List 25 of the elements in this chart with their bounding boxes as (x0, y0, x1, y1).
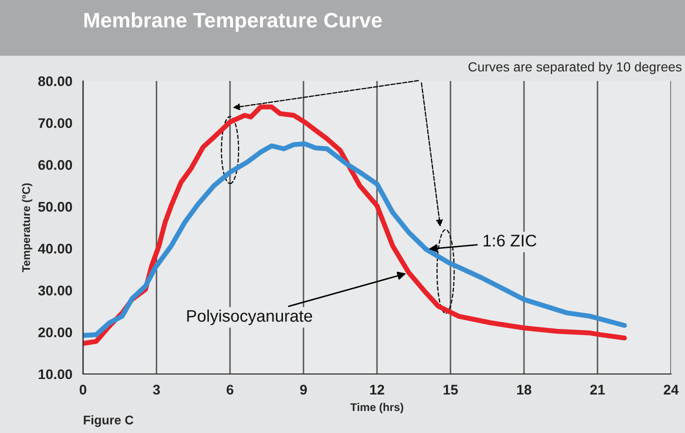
y-axis-title: Temperature (°C) (22, 183, 32, 272)
x-tick-label: 12 (370, 384, 384, 394)
x-tick-label: 6 (226, 384, 234, 395)
y-tick-label: 20.00 (38, 327, 72, 338)
y-tick-label: 80.00 (38, 76, 72, 86)
x-tick-label: 24 (664, 384, 679, 394)
x-tick-label: 15 (444, 384, 458, 395)
y-tick-label: 60.00 (38, 160, 72, 170)
x-tick-label: 9 (300, 384, 307, 395)
x-tick-label: 0 (80, 384, 86, 395)
x-tick-label: 18 (517, 384, 532, 395)
x-axis-title: Time (hrs) (350, 402, 404, 414)
line-series (83, 141, 627, 338)
y-tick-label: 10.00 (38, 369, 72, 380)
y-tick-label: 50.00 (38, 202, 72, 212)
text: Figure C (84, 415, 134, 427)
x-tick-label: 21 (590, 384, 605, 394)
text: Polyisocyanurate (187, 310, 312, 326)
series-label: 1:6 ZIC (484, 234, 536, 246)
chart-title: Membrane Temperature Curve (84, 12, 382, 32)
y-tick-label: 30.00 (38, 286, 72, 296)
y-tick-label: 70.00 (38, 118, 72, 128)
y-tick-label: 40.00 (38, 244, 72, 254)
text: Curves are separated by 10 degrees (468, 62, 682, 74)
x-tick-label: 3 (152, 384, 160, 395)
